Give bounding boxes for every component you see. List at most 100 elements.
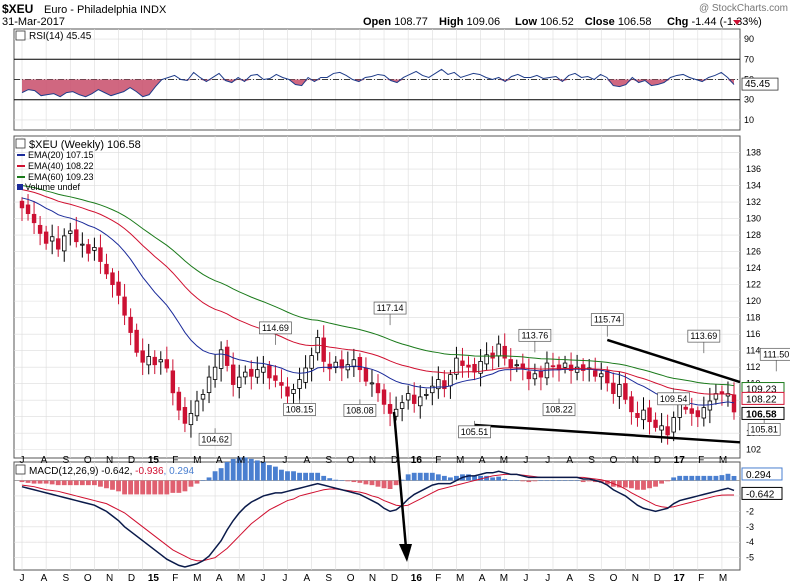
macd-histogram-bar (110, 480, 115, 490)
price-right-box (741, 406, 785, 420)
x-tick-label: F (435, 573, 441, 584)
macd-histogram-bar (568, 480, 574, 482)
arrow-shaft (392, 411, 408, 549)
candle-body (442, 380, 447, 390)
x-tick-label: N (632, 455, 639, 466)
x-tick-label: M (500, 573, 508, 584)
macd-right-value: -0.642 (746, 489, 775, 500)
candle-body (267, 365, 272, 379)
x-tick-label: J (20, 455, 25, 466)
candle-body (351, 359, 357, 368)
y-tick-label: -3 (746, 522, 754, 532)
ohlc-item: Close 106.58 (585, 16, 652, 28)
candle-body (405, 393, 411, 401)
macd-histogram-bar (429, 472, 435, 481)
candle-body (128, 316, 133, 333)
macd-histogram-bar (91, 480, 97, 486)
annotation-label: 104.62 (201, 434, 229, 444)
annotation-box (373, 301, 407, 315)
candle-body (237, 376, 242, 388)
macd-histogram-bar (31, 480, 37, 484)
candle-body (677, 403, 682, 418)
y-tick-label: 120 (746, 296, 761, 306)
candle-body (617, 384, 622, 397)
annotation-label: 108.22 (545, 405, 573, 415)
x-tick-label: 17 (674, 455, 686, 466)
price-right-value: 106.58 (746, 409, 777, 420)
macd-histogram-bar (152, 480, 158, 495)
macd-histogram-bar (309, 472, 315, 481)
macd-histogram-bar (538, 480, 544, 482)
macd-histogram-bar (435, 474, 441, 481)
macd-histogram-bar (339, 480, 345, 482)
macd-histogram-bar (297, 472, 302, 481)
candle-body (707, 400, 713, 411)
x-tick-label: 15 (148, 455, 160, 466)
candle-body (110, 272, 115, 286)
macd-histogram-bar (490, 477, 496, 481)
candle-body (43, 231, 49, 244)
x-tick-label: S (325, 573, 332, 584)
y-tick-label: 70 (744, 54, 754, 64)
candle-body (230, 364, 236, 385)
macd-right-value: 0.294 (746, 470, 771, 481)
candle-body (37, 224, 43, 234)
macd-histogram-bar (248, 458, 254, 481)
y-tick-label: -2 (746, 506, 754, 516)
macd-histogram-bar (25, 480, 31, 483)
macd-histogram-bar (671, 477, 677, 481)
macd-histogram-bar (122, 480, 127, 495)
macd-histogram-bar (260, 462, 266, 481)
macd-histogram-bar (707, 475, 713, 481)
rsi-line (21, 68, 735, 98)
annotation-label: 109.54 (660, 394, 688, 404)
signal-line (21, 473, 734, 562)
candle-body (261, 366, 266, 373)
y-tick-label: -4 (746, 537, 754, 547)
x-tick-label: A (479, 573, 486, 584)
macd-histogram-bar (719, 475, 725, 481)
upper-trendline (606, 338, 741, 384)
candle-body (611, 382, 616, 395)
macd-histogram-bar (188, 480, 194, 487)
annotation-label: 117.14 (377, 303, 404, 313)
macd-histogram-bar (622, 480, 628, 488)
legend-entry: EMA(40) 108.22 (28, 161, 94, 171)
macd-histogram-bar (194, 480, 200, 484)
macd-histogram-bar (369, 480, 375, 486)
macd-histogram-bar (98, 480, 103, 487)
candle-body (74, 229, 79, 243)
panel-settings-icon (15, 30, 26, 41)
candle-body (568, 364, 574, 371)
macd-histogram-bar (242, 457, 248, 481)
candle-body (212, 366, 218, 380)
candle-body (448, 374, 453, 387)
macd-histogram-bar (466, 474, 471, 481)
annotation-box (343, 404, 377, 417)
macd-histogram-bar (266, 465, 272, 481)
x-tick-label: S (588, 573, 595, 584)
macd-histogram-bar (532, 480, 538, 482)
candle-body (599, 373, 604, 378)
x-tick-label: J (282, 455, 287, 466)
macd-histogram-bar (641, 480, 646, 490)
y-tick-label: 130 (746, 214, 761, 224)
macd-histogram-bar (411, 472, 417, 481)
candle-body (532, 373, 538, 380)
x-tick-label: S (588, 455, 595, 466)
price-right-box (741, 391, 785, 405)
macd-title: MACD(12,26,9) -0.642, -0.936, 0.294 (29, 466, 195, 477)
macd-histogram-bar (104, 480, 109, 489)
rsi-oversold-fill (22, 79, 734, 97)
x-tick-label: M (193, 455, 201, 466)
candle-body (719, 391, 725, 395)
macd-histogram-bar (273, 466, 278, 481)
candle-body (701, 407, 707, 419)
candle-body (411, 394, 417, 404)
x-tick-label: A (479, 455, 486, 466)
candle-body (357, 356, 363, 371)
candle-body (49, 236, 55, 242)
chart-header: $XEU Euro - Philadelphia INDX 31-Mar-201… (2, 2, 788, 28)
